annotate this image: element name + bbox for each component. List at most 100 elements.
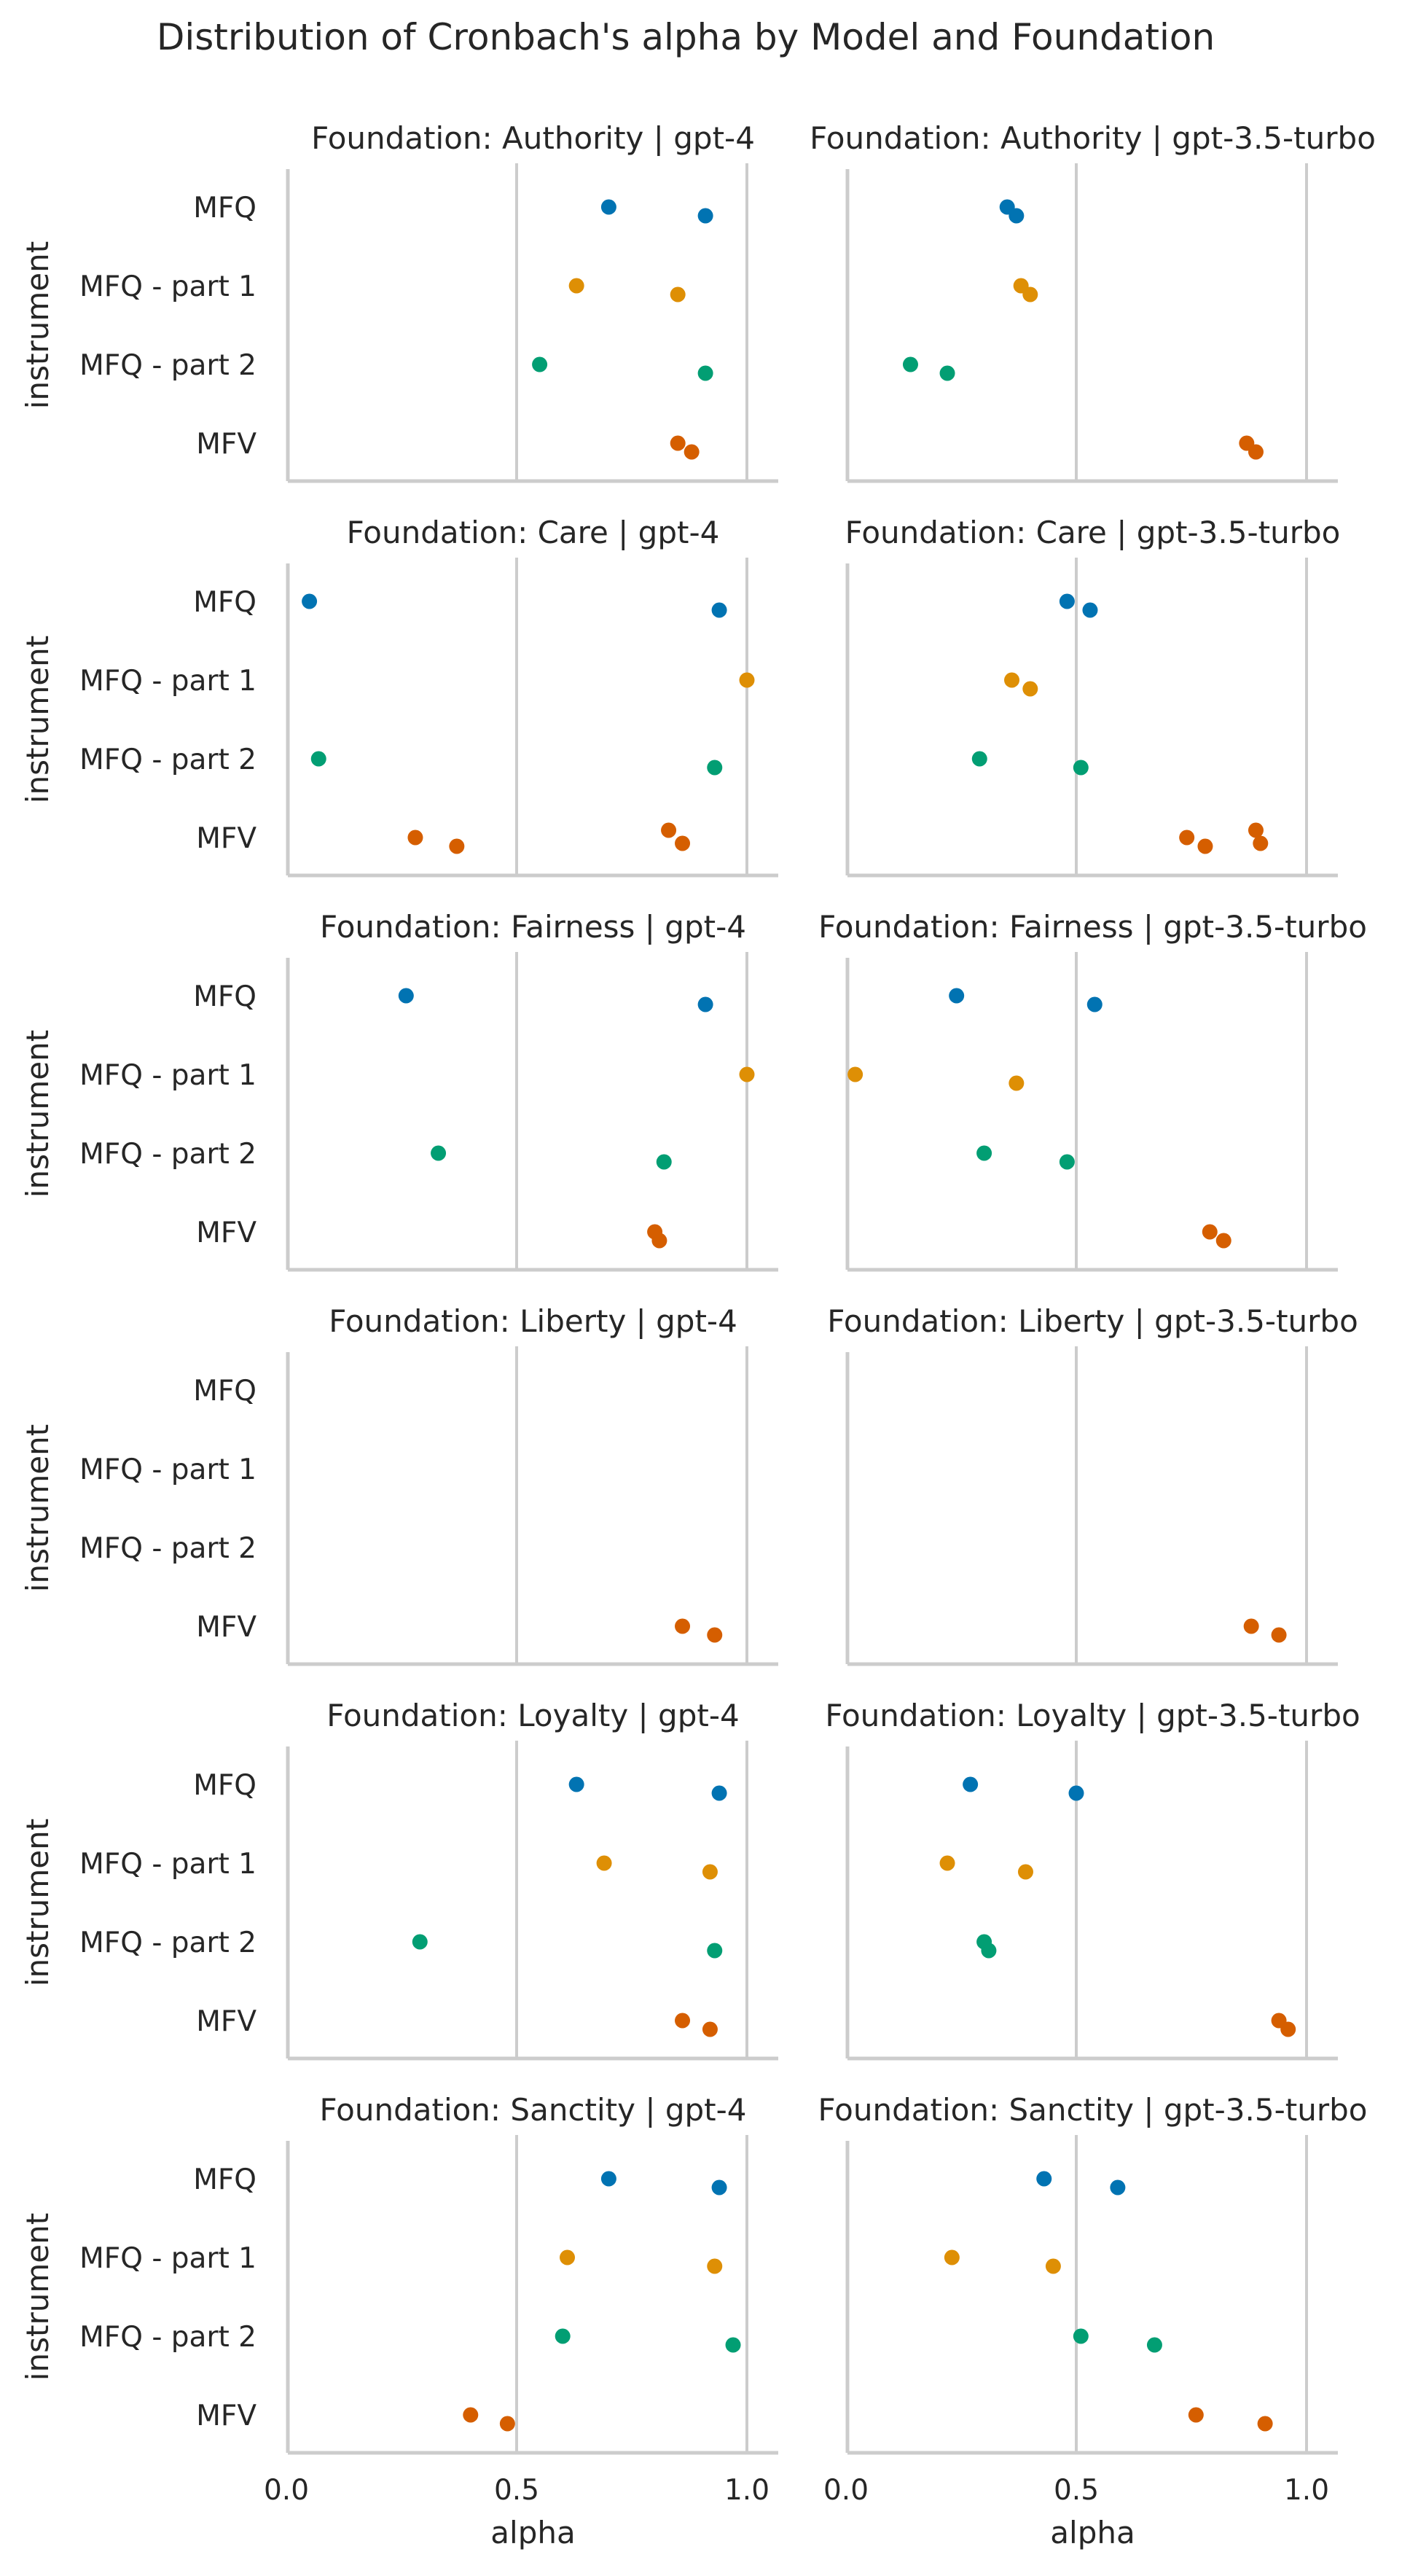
data-point-mfq-part-2 [902,356,918,372]
data-point-mfv [1215,1233,1231,1249]
y-axis-label: instrument [20,1424,55,1592]
panel-authority-gpt-4: Foundation: Authority | gpt-4 MFQ MFQ - pa… [20,120,778,483]
y-tick-label: MFQ - part 2 [79,1138,256,1171]
data-point-mfv [661,822,677,838]
panel-liberty-gpt-4: Foundation: Liberty | gpt-4 MFQ MFQ - part… [20,1303,778,1666]
y-tick-label: MFV [196,428,256,461]
data-point-mfq-part-1 [1004,672,1020,688]
data-point-mfv [675,1618,691,1634]
y-tick-label: MFQ - part 1 [79,1453,256,1486]
y-tick-label: MFQ [193,1769,256,1802]
panel-title: Foundation: Loyalty | gpt-4 [326,1698,739,1733]
panel-title: Foundation: Fairness | gpt-4 [320,909,746,945]
data-point-mfv [684,444,700,460]
y-tick-label: MFQ - part 1 [79,1059,256,1092]
data-point-mfq [1068,1785,1084,1801]
y-axis-label: instrument [20,636,55,803]
y-tick-label: MFV [196,1217,256,1249]
data-point-mfv [1248,444,1264,460]
panel-title: Foundation: Sanctity | gpt-3.5-turbo [818,2092,1368,2128]
data-point-mfq-part-2 [656,1154,672,1170]
x-tick-label: 1.0 [1284,2474,1329,2507]
x-tick-label: 0.0 [264,2474,309,2507]
data-point-mfq [1059,593,1075,609]
y-tick-label: MFQ [193,980,256,1013]
y-tick-label: MFQ - part 1 [79,1848,256,1881]
data-point-mfq-part-1 [1009,1075,1025,1091]
data-point-mfq [1086,996,1103,1012]
y-axis-label: instrument [20,1819,55,1986]
y-tick-label: MFV [196,2400,256,2432]
y-tick-label: MFQ - part 1 [79,2242,256,2275]
panel-loyalty-gpt-3-5-turbo: Foundation: Loyalty | gpt-3.5-turbo [825,1698,1360,2061]
y-tick-label: MFQ - part 2 [79,2321,256,2354]
data-point-mfv [651,1233,667,1249]
data-point-mfq [600,2171,616,2187]
data-point-mfq-part-2 [431,1145,447,1161]
data-point-mfv [449,838,465,854]
data-point-mfq-part-1 [702,1864,718,1880]
data-point-mfq-part-1 [1045,2258,1061,2274]
y-tick-label: MFQ - part 2 [79,1927,256,1959]
data-point-mfq-part-2 [412,1934,428,1950]
y-tick-label: MFQ [193,586,256,619]
data-point-mfv [675,2013,691,2029]
y-tick-label: MFQ - part 1 [79,665,256,698]
data-point-mfq [568,1776,584,1792]
panel-title: Foundation: Sanctity | gpt-4 [319,2092,746,2128]
data-point-mfq-part-1 [847,1066,863,1082]
data-point-mfq [697,996,713,1012]
x-tick-label: 0.5 [494,2474,539,2507]
panel-loyalty-gpt-4: Foundation: Loyalty | gpt-4 MFQ MFQ - part… [20,1698,778,2061]
panel-title: Foundation: Fairness | gpt-3.5-turbo [818,909,1367,945]
y-tick-label: MFQ [193,192,256,225]
y-axis-label: instrument [20,2213,55,2381]
data-point-mfq-part-2 [1059,1154,1075,1170]
data-point-mfv [675,835,691,851]
data-point-mfv [1280,2021,1296,2037]
data-point-mfq [398,988,414,1004]
data-point-mfq [600,199,616,215]
panel-title: Foundation: Loyalty | gpt-3.5-turbo [825,1698,1360,1733]
data-point-mfv [670,435,686,451]
panel-sanctity-gpt-4: Foundation: Sanctity | gpt-4 MFQ MFQ - par… [20,2092,778,2550]
data-point-mfv [1243,1618,1259,1634]
data-point-mfq [1110,2179,1126,2196]
data-point-mfq-part-2 [1146,2337,1162,2353]
data-point-mfq-part-2 [1073,2328,1089,2344]
data-point-mfq-part-1 [939,1855,955,1871]
data-point-mfq-part-2 [725,2337,741,2353]
y-tick-label: MFV [196,2005,256,2038]
data-point-mfq-part-1 [739,672,755,688]
panel-liberty-gpt-3-5-turbo: Foundation: Liberty | gpt-3.5-turbo [827,1303,1358,1666]
panel-title: Foundation: Liberty | gpt-3.5-turbo [827,1303,1358,1339]
panel-care-gpt-4: Foundation: Care | gpt-4 MFQ MFQ - part 1 M… [20,515,778,878]
data-point-mfq [949,988,965,1004]
y-tick-label: MFV [196,822,256,855]
data-point-mfq [302,593,318,609]
x-tick-label: 1.0 [724,2474,769,2507]
data-point-mfq-part-2 [981,1943,997,1959]
data-point-mfq-part-2 [697,365,713,381]
data-point-mfq-part-1 [1022,681,1038,697]
panel-grid: Foundation: Authority | gpt-4 MFQ MFQ - pa… [20,120,1376,2550]
data-point-mfq-part-2 [939,365,955,381]
data-point-mfv [1197,838,1213,854]
panel-title: Foundation: Authority | gpt-3.5-turbo [810,120,1376,156]
y-tick-label: MFV [196,1611,256,1644]
panel-title: Foundation: Authority | gpt-4 [311,120,755,156]
data-point-mfv [463,2407,479,2423]
data-point-mfq [1009,208,1025,224]
data-point-mfq [711,1785,727,1801]
data-point-mfq-part-1 [670,286,686,303]
data-point-mfv [1271,1627,1287,1643]
data-point-mfv [1188,2407,1204,2423]
y-tick-label: MFQ - part 1 [79,270,256,303]
data-point-mfq-part-1 [707,2258,723,2274]
data-point-mfq [1082,602,1098,618]
panel-title: Foundation: Liberty | gpt-4 [329,1303,737,1339]
x-axis-label: alpha [1050,2515,1135,2550]
panel-sanctity-gpt-3-5-turbo: Foundation: Sanctity | gpt-3.5-turbo 0.0 0… [818,2092,1368,2550]
panel-fairness-gpt-4: Foundation: Fairness | gpt-4 MFQ MFQ - par… [20,909,778,1272]
data-point-mfq-part-1 [1017,1864,1033,1880]
